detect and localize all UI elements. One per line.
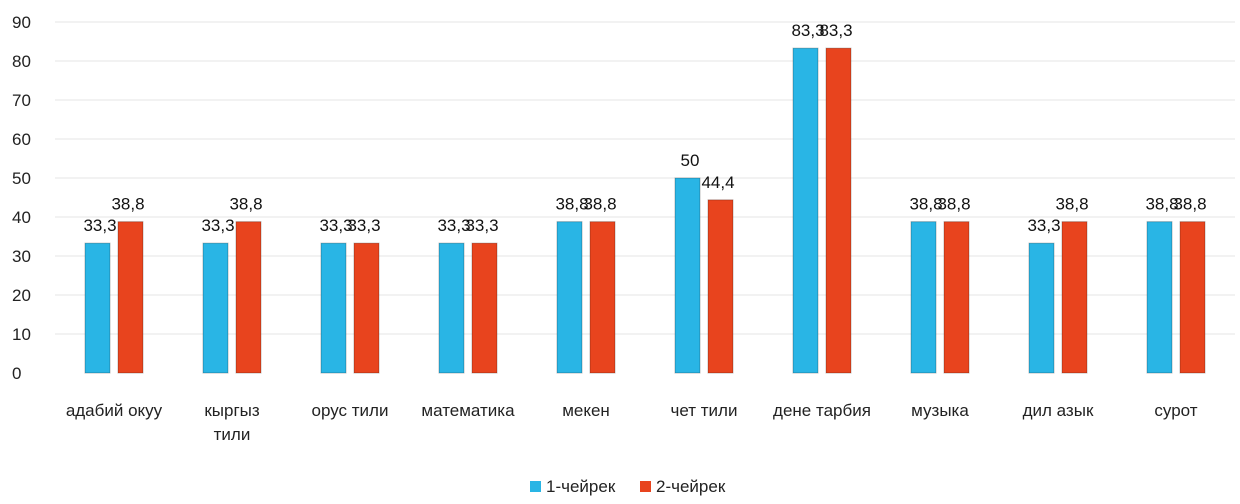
data-label: 33,3 <box>347 216 380 235</box>
bar-1 <box>556 221 583 374</box>
bar-2 <box>707 199 734 374</box>
x-axis-categories: адабий окуу кыргыз тили орус тили математика… <box>66 401 1198 444</box>
data-label: 33,3 <box>437 216 470 235</box>
bar-2 <box>1061 221 1088 374</box>
data-label: 83,3 <box>791 21 824 40</box>
bar-1 <box>84 242 111 374</box>
data-label: 33,3 <box>201 216 234 235</box>
bar-1 <box>674 177 701 374</box>
bar-1 <box>438 242 465 374</box>
data-label: 38,8 <box>1173 195 1206 214</box>
legend-swatch <box>530 481 541 492</box>
y-tick-label: 30 <box>12 247 31 266</box>
bar-2 <box>943 221 970 374</box>
bar-1 <box>1028 242 1055 374</box>
legend-label: 2-чейрек <box>656 477 726 496</box>
data-label: 38,8 <box>1145 195 1178 214</box>
y-tick-label: 70 <box>12 91 31 110</box>
category-label: математика <box>421 401 515 420</box>
category-label: мекен <box>562 401 610 420</box>
bar-1 <box>910 221 937 374</box>
bar-1 <box>320 242 347 374</box>
bar-2 <box>589 221 616 374</box>
y-tick-label: 90 <box>12 13 31 32</box>
legend-label: 1-чейрек <box>546 477 616 496</box>
data-label: 38,8 <box>229 195 262 214</box>
grid <box>55 21 1235 335</box>
data-label: 38,8 <box>937 195 970 214</box>
bar-1 <box>202 242 229 374</box>
y-tick-label: 0 <box>12 364 21 383</box>
category-label: дене тарбия <box>773 401 871 420</box>
data-label: 33,3 <box>83 216 116 235</box>
data-label: 33,3 <box>1027 216 1060 235</box>
category-label: дил азык <box>1023 401 1094 420</box>
bar-2 <box>1179 221 1206 374</box>
data-label: 38,8 <box>583 195 616 214</box>
bar-2 <box>117 221 144 374</box>
bar-1 <box>1146 221 1173 374</box>
bars <box>84 47 1206 374</box>
data-label: 50 <box>681 151 700 170</box>
y-tick-label: 50 <box>12 169 31 188</box>
data-label: 38,8 <box>555 195 588 214</box>
bar-1 <box>792 47 819 374</box>
bar-2 <box>825 47 852 374</box>
data-label: 33,3 <box>319 216 352 235</box>
bar-2 <box>235 221 262 374</box>
legend-swatch <box>640 481 651 492</box>
category-label: сурот <box>1154 401 1197 420</box>
data-label: 38,8 <box>111 195 144 214</box>
bar-2 <box>353 242 380 374</box>
y-tick-label: 60 <box>12 130 31 149</box>
data-label: 38,8 <box>1055 195 1088 214</box>
data-label: 38,8 <box>909 195 942 214</box>
y-tick-label: 40 <box>12 208 31 227</box>
category-label: музыка <box>911 401 969 420</box>
data-labels: 33,338,833,338,833,333,3 33,333,338,838,8… <box>83 21 1206 235</box>
category-label: кыргыз тили <box>204 401 260 444</box>
legend: 1-чейрек 2-чейрек <box>530 477 726 496</box>
category-label: чет тили <box>671 401 738 420</box>
data-label: 83,3 <box>819 21 852 40</box>
y-tick-label: 80 <box>12 52 31 71</box>
y-tick-label: 20 <box>12 286 31 305</box>
y-tick-label: 10 <box>12 325 31 344</box>
category-label: адабий окуу <box>66 401 163 420</box>
data-label: 44,4 <box>701 173 734 192</box>
bar-2 <box>471 242 498 374</box>
y-axis-ticks: 0 10 20 30 40 50 60 70 80 90 <box>12 13 31 383</box>
data-label: 33,3 <box>465 216 498 235</box>
category-label: орус тили <box>312 401 389 420</box>
